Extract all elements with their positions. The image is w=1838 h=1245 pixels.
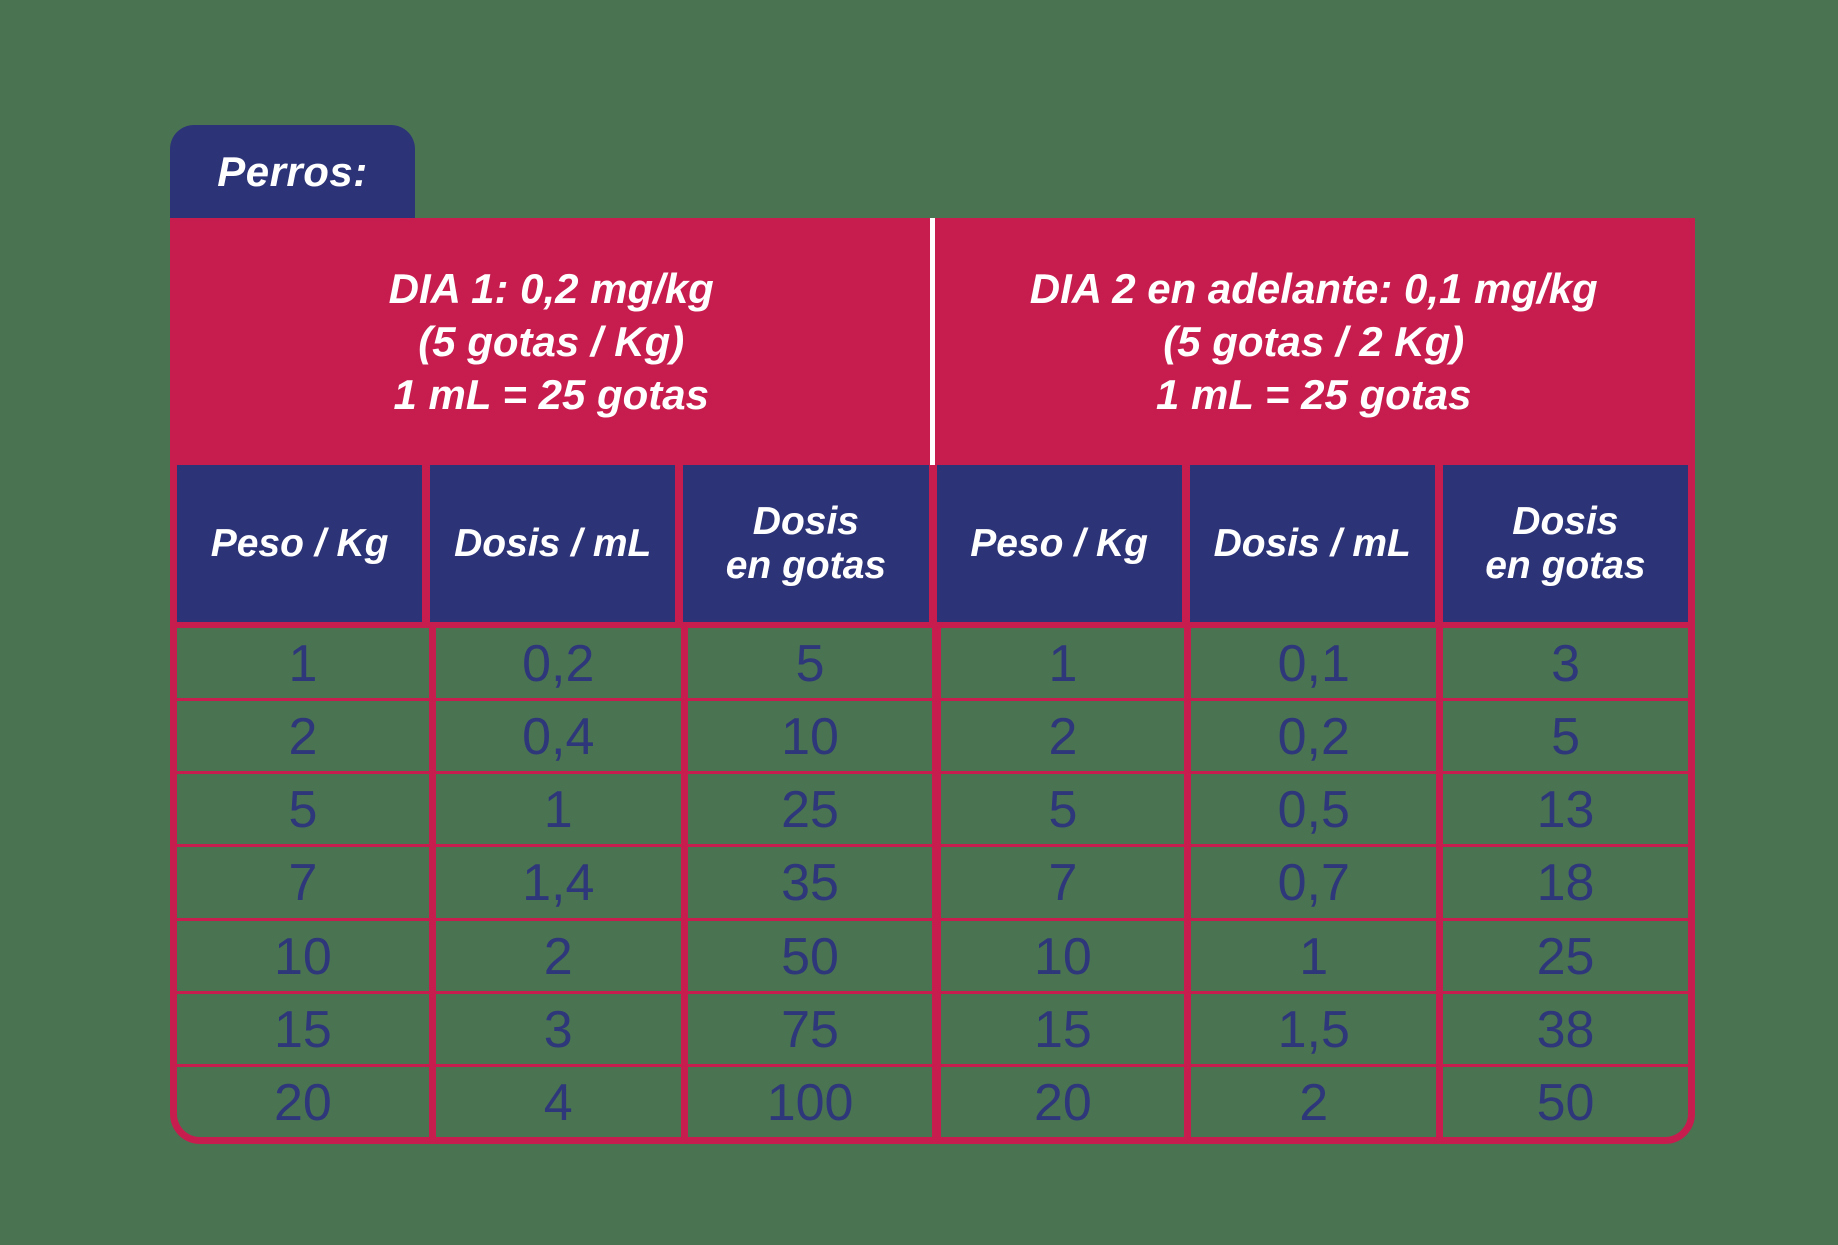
table-cell: 50 <box>680 920 933 991</box>
table-cell: 38 <box>1436 993 1688 1064</box>
dosage-table-card: Perros: DIA 1: 0,2 mg/kg (5 gotas / Kg) … <box>170 125 1695 1144</box>
table-row: 1 0,2 5 1 0,1 3 <box>177 628 1688 699</box>
table-cell: 0,2 <box>428 628 681 699</box>
table-row: 10 2 50 10 1 25 <box>177 917 1688 991</box>
table-cell: 10 <box>932 920 1184 991</box>
table-cell: 1 <box>428 774 681 845</box>
day1-dose-line3: 1 mL = 25 gotas <box>393 371 710 419</box>
header-center-divider <box>930 218 935 465</box>
species-tab: Perros: <box>170 125 415 218</box>
table-cell: 18 <box>1436 847 1688 918</box>
table-cell: 15 <box>932 993 1184 1064</box>
table-cell: 25 <box>1436 920 1688 991</box>
table-cell: 1,4 <box>428 847 681 918</box>
table-cell: 10 <box>680 701 933 772</box>
table-cell: 1 <box>1184 920 1436 991</box>
table-cell: 2 <box>428 920 681 991</box>
day1-dose-line1: DIA 1: 0,2 mg/kg <box>388 264 714 312</box>
day2-dose-line2: (5 gotas / 2 Kg) <box>1163 317 1465 365</box>
day2-dose-header: DIA 2 en adelante: 0,1 mg/kg (5 gotas / … <box>933 218 1696 465</box>
column-header-dosis-gotas-day2: Dosis en gotas <box>1442 465 1688 622</box>
table-cell: 35 <box>680 847 933 918</box>
day1-dose-line2: (5 gotas / Kg) <box>418 317 685 365</box>
table-cell: 50 <box>1436 1066 1688 1137</box>
table-cell: 2 <box>288 708 318 767</box>
table-row: 20 4 100 20 2 50 <box>177 1063 1688 1137</box>
table-cell: 75 <box>680 993 933 1064</box>
table-cell: 0,4 <box>428 701 681 772</box>
table-cell: 5 <box>680 628 933 699</box>
column-header-peso-kg-day1: Peso / Kg <box>177 465 423 622</box>
day2-dose-line3: 1 mL = 25 gotas <box>1155 371 1472 419</box>
table-row: 7 1,4 35 7 0,7 18 <box>177 844 1688 918</box>
column-header-dosis-ml-day1: Dosis / mL <box>430 465 676 622</box>
table-cell: 5 <box>932 774 1184 845</box>
table-cell: 7 <box>288 854 318 913</box>
table-cell: 2 <box>1184 1066 1436 1137</box>
dose-header-band: DIA 1: 0,2 mg/kg (5 gotas / Kg) 1 mL = 2… <box>170 218 1695 465</box>
table-cell: 20 <box>273 1073 332 1132</box>
column-header-peso-kg-day2: Peso / Kg <box>936 465 1182 622</box>
table-row: 2 0,4 10 2 0,2 5 <box>177 698 1688 772</box>
table-cell: 1 <box>288 635 318 694</box>
table-cell: 0,1 <box>1184 628 1436 699</box>
table-cell: 25 <box>680 774 933 845</box>
table-cell: 20 <box>932 1066 1184 1137</box>
table-cell: 5 <box>1436 701 1688 772</box>
column-header-dosis-gotas-day1: Dosis en gotas <box>683 465 929 622</box>
table-row: 5 1 25 5 0,5 13 <box>177 771 1688 845</box>
table-cell: 0,5 <box>1184 774 1436 845</box>
table-cell: 3 <box>1436 628 1688 699</box>
table-cell: 13 <box>1436 774 1688 845</box>
table-cell: 5 <box>288 781 318 840</box>
table-body: 1 0,2 5 1 0,1 3 2 0,4 10 2 0,2 5 5 1 25 … <box>170 622 1695 1144</box>
table-cell: 4 <box>428 1066 681 1137</box>
table-cell: 3 <box>428 993 681 1064</box>
table-cell: 15 <box>273 1000 332 1059</box>
column-header-dosis-ml-day2: Dosis / mL <box>1189 465 1435 622</box>
table-cell: 7 <box>932 847 1184 918</box>
day1-dose-header: DIA 1: 0,2 mg/kg (5 gotas / Kg) 1 mL = 2… <box>170 218 933 465</box>
day2-dose-line1: DIA 2 en adelante: 0,1 mg/kg <box>1029 264 1598 312</box>
table-cell: 10 <box>273 927 332 986</box>
column-header-row: Peso / Kg Dosis / mL Dosis en gotas Peso… <box>170 465 1695 622</box>
table-cell: 100 <box>680 1066 933 1137</box>
table-cell: 0,2 <box>1184 701 1436 772</box>
table-cell: 0,7 <box>1184 847 1436 918</box>
table-cell: 2 <box>932 701 1184 772</box>
table-cell: 1 <box>932 628 1184 699</box>
table-cell: 1,5 <box>1184 993 1436 1064</box>
species-tab-label: Perros: <box>217 147 368 195</box>
table-row: 15 3 75 15 1,5 38 <box>177 990 1688 1064</box>
